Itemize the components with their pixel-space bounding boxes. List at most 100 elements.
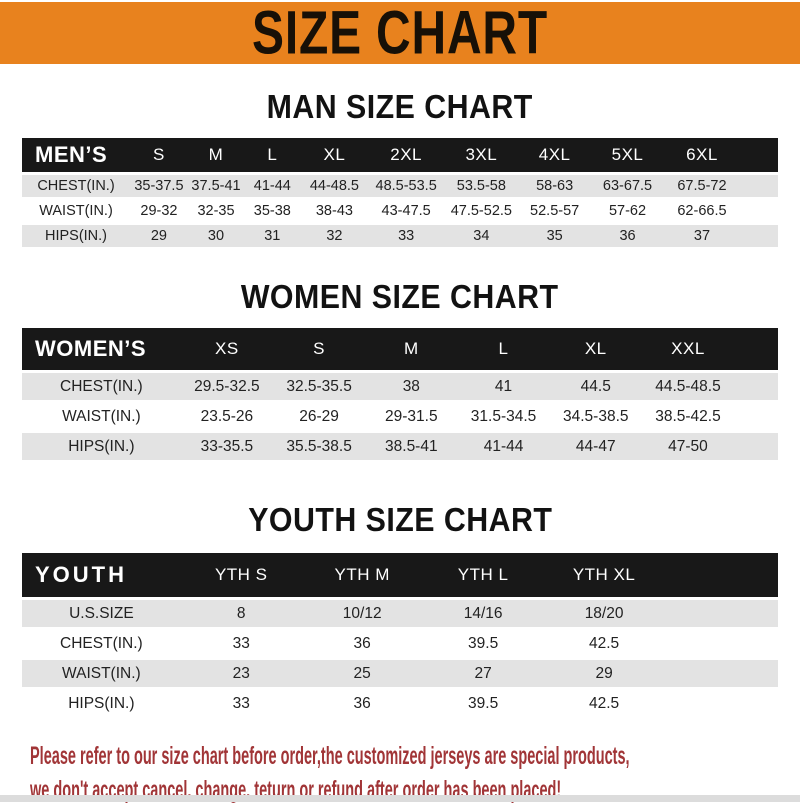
men-table-row: WAIST(IN.) 29-32 32-35 35-38 38-43 43-47.5 47.… bbox=[22, 200, 778, 222]
size-value: 32-35 bbox=[197, 203, 235, 219]
youth-table-row: U.S.SIZE 8 10/12 14/16 18/20 bbox=[22, 600, 778, 627]
men-header-row: MEN’S S M L XL 2XL 3XL 4XL 5XL 6XL bbox=[22, 138, 778, 172]
women-header-row: WOMEN’S XS S M L XL XXL bbox=[22, 328, 778, 370]
women-column-header-l: L bbox=[498, 339, 509, 358]
men-column-header-l: L bbox=[267, 145, 278, 164]
women-corner-label: WOMEN’S bbox=[35, 336, 147, 361]
youth-corner-label: YOUTH bbox=[35, 562, 127, 587]
section-heading-women: WOMEN SIZE CHART bbox=[0, 280, 800, 315]
spacer-cell bbox=[665, 600, 778, 627]
men-column-header-3xl: 3XL bbox=[465, 145, 498, 164]
row-label: CHEST(IN.) bbox=[60, 634, 143, 652]
men-column-header-5xl: 5XL bbox=[611, 145, 644, 164]
spacer-cell bbox=[734, 433, 778, 460]
size-value: 42.5 bbox=[589, 634, 620, 652]
section-women-size-chart: WOMEN SIZE CHART WOMEN’S XS S M L XL XXL CHEST(I… bbox=[0, 280, 800, 463]
size-value: 57-62 bbox=[608, 203, 647, 219]
size-value: 37 bbox=[693, 228, 711, 244]
size-charts: MAN SIZE CHART MEN’S S M L XL 2XL 3XL 4XL 5XL 6XL C… bbox=[0, 90, 800, 720]
size-value: 33 bbox=[232, 694, 250, 712]
men-table-row: CHEST(IN.) 35-37.5 37.5-41 41-44 44-48.5 48.5… bbox=[22, 175, 778, 197]
size-value: 38.5-41 bbox=[385, 437, 438, 455]
size-value: 32.5-35.5 bbox=[286, 377, 352, 395]
row-label: HIPS(IN.) bbox=[44, 228, 108, 244]
size-value: 29-31.5 bbox=[385, 407, 438, 425]
youth-table-row: WAIST(IN.) 23 25 27 29 bbox=[22, 660, 778, 687]
women-column-header-s: S bbox=[313, 339, 326, 358]
size-value: 30 bbox=[207, 228, 225, 244]
youth-header-row: YOUTH YTH S YTH M YTH L YTH XL bbox=[22, 553, 778, 597]
size-value: 35 bbox=[546, 228, 563, 244]
size-value: 14/16 bbox=[463, 604, 503, 622]
youth-column-header-yth-m: YTH M bbox=[334, 565, 390, 584]
size-value: 38.5-42.5 bbox=[655, 407, 721, 425]
size-value: 52.5-57 bbox=[530, 203, 580, 219]
disclaimer-line-2: we don't accept cancel, change, teturn o… bbox=[30, 775, 562, 804]
women-size-table: WOMEN’S XS S M L XL XXL CHEST(IN.) 29.5-32.5 32.5… bbox=[22, 325, 778, 463]
size-value: 39.5 bbox=[468, 634, 499, 652]
size-value: 41-44 bbox=[253, 178, 291, 194]
size-value: 27 bbox=[474, 664, 492, 682]
spacer-cell bbox=[665, 553, 778, 597]
size-value: 31 bbox=[264, 228, 281, 244]
size-value: 37.5-41 bbox=[191, 178, 241, 194]
size-value: 29 bbox=[150, 228, 167, 244]
row-label: CHEST(IN.) bbox=[60, 377, 143, 395]
size-value: 33 bbox=[398, 228, 415, 244]
row-label: CHEST(IN.) bbox=[37, 178, 115, 194]
spacer-cell bbox=[739, 200, 778, 222]
men-table-row: HIPS(IN.) 29 30 31 32 33 34 35 36 37 bbox=[22, 225, 778, 247]
size-value: 35.5-38.5 bbox=[286, 437, 352, 455]
row-label: WAIST(IN.) bbox=[39, 203, 113, 219]
size-value: 47.5-52.5 bbox=[450, 203, 512, 219]
men-column-header-6xl: 6XL bbox=[686, 145, 718, 164]
women-table-row: HIPS(IN.) 33-35.5 35.5-38.5 38.5-41 41-44 44-… bbox=[22, 433, 778, 460]
size-value: 44-47 bbox=[575, 437, 616, 455]
size-value: 38-43 bbox=[315, 203, 353, 219]
size-value: 31.5-34.5 bbox=[470, 407, 537, 425]
size-value: 44-48.5 bbox=[309, 178, 359, 194]
banner-title: SIZE CHART bbox=[252, 0, 548, 67]
disclaimer-line-1: Please refer to our size chart before or… bbox=[30, 742, 630, 770]
bottom-edge-strip bbox=[0, 795, 800, 802]
men-corner-label: MEN’S bbox=[35, 142, 108, 167]
spacer-cell bbox=[665, 690, 778, 717]
women-column-header-m: M bbox=[403, 339, 419, 358]
section-heading-text: MAN SIZE CHART bbox=[266, 88, 534, 125]
section-heading-youth: YOUTH SIZE CHART bbox=[0, 503, 800, 538]
size-chart-banner: SIZE CHART bbox=[0, 2, 800, 64]
youth-table-row: HIPS(IN.) 33 36 39.5 42.5 bbox=[22, 690, 778, 717]
size-value: 41 bbox=[494, 377, 513, 395]
size-value: 44.5 bbox=[580, 377, 611, 395]
section-heading-men: MAN SIZE CHART bbox=[0, 90, 800, 125]
size-value: 23.5-26 bbox=[200, 407, 254, 425]
spacer-cell bbox=[739, 175, 778, 197]
men-column-header-m: M bbox=[208, 145, 224, 164]
size-value: 29.5-32.5 bbox=[194, 377, 260, 395]
size-value: 53.5-58 bbox=[456, 178, 506, 194]
youth-table-row: CHEST(IN.) 33 36 39.5 42.5 bbox=[22, 630, 778, 657]
section-men-size-chart: MAN SIZE CHART MEN’S S M L XL 2XL 3XL 4XL 5XL 6XL C… bbox=[0, 90, 800, 250]
row-label: HIPS(IN.) bbox=[68, 694, 135, 712]
size-value: 44.5-48.5 bbox=[655, 377, 721, 395]
row-label: WAIST(IN.) bbox=[62, 407, 141, 425]
section-heading-text: WOMEN SIZE CHART bbox=[241, 278, 559, 315]
size-value: 26-29 bbox=[299, 407, 339, 425]
youth-size-table: YOUTH YTH S YTH M YTH L YTH XL U.S.SIZE 8 10/12… bbox=[22, 550, 778, 720]
spacer-cell bbox=[739, 225, 778, 247]
size-value: 8 bbox=[236, 604, 246, 622]
row-label: HIPS(IN.) bbox=[68, 437, 135, 455]
women-column-header-xs: XS bbox=[215, 339, 239, 358]
women-table-row: CHEST(IN.) 29.5-32.5 32.5-35.5 38 41 44.5 44.5… bbox=[22, 373, 778, 400]
size-value: 29 bbox=[595, 664, 613, 682]
size-value: 47-50 bbox=[668, 437, 708, 455]
size-value: 48.5-53.5 bbox=[375, 178, 437, 194]
youth-column-header-yth-l: YTH L bbox=[457, 565, 509, 584]
size-value: 36 bbox=[353, 634, 371, 652]
size-value: 25 bbox=[353, 664, 371, 682]
spacer-cell bbox=[665, 660, 778, 687]
spacer-cell bbox=[734, 403, 778, 430]
women-table-row: WAIST(IN.) 23.5-26 26-29 29-31.5 31.5-34.5 34… bbox=[22, 403, 778, 430]
size-value: 33 bbox=[232, 634, 250, 652]
women-column-header-xl: XL bbox=[584, 339, 607, 358]
